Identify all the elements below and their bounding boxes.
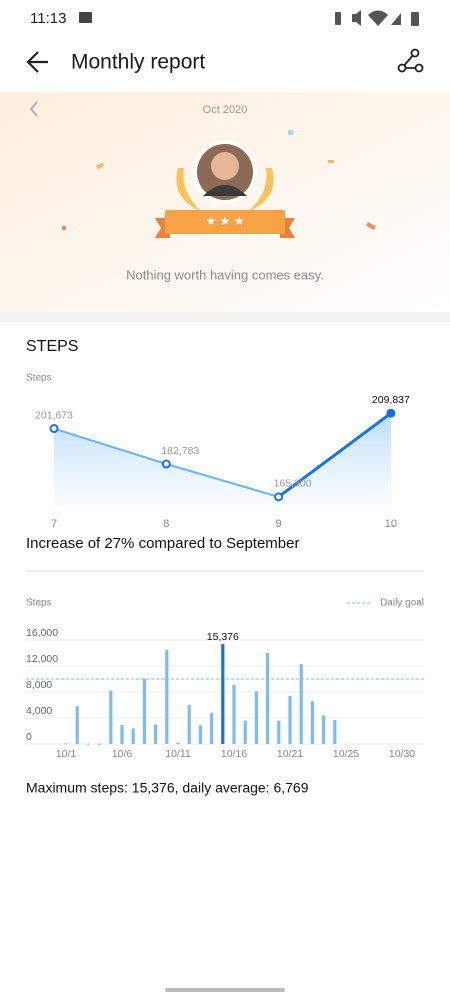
- share-button[interactable]: [397, 48, 424, 73]
- banner-quote: Nothing worth having comes easy.: [126, 267, 324, 282]
- x-tick-label: 7: [51, 518, 57, 530]
- bar: [131, 728, 135, 744]
- bar: [266, 653, 270, 744]
- x-tick-label: 9: [276, 518, 282, 530]
- award-badge: ★ ★ ★: [155, 140, 295, 238]
- value-label: 182,783: [161, 445, 199, 457]
- x-tick-label: 10/16: [221, 748, 247, 760]
- status-icons: [335, 10, 419, 26]
- bar: [165, 649, 169, 744]
- bar: [176, 742, 180, 744]
- bar: [86, 743, 90, 745]
- bar: [187, 705, 191, 744]
- y-axis-label: Steps: [26, 598, 52, 609]
- bar: [243, 720, 247, 744]
- section-divider: [0, 312, 450, 322]
- y-tick-label: 12,000: [26, 653, 58, 665]
- x-tick-label: 10/25: [333, 748, 359, 760]
- bar: [142, 679, 146, 744]
- bar: [299, 664, 303, 744]
- status-time: 11:13: [30, 10, 66, 27]
- banner-month: Oct 2020: [203, 104, 248, 116]
- page-title: Monthly report: [71, 51, 205, 74]
- x-tick-label: 10/6: [112, 748, 133, 760]
- section-heading: STEPS: [26, 338, 78, 355]
- bar: [310, 701, 314, 744]
- y-tick-label: 8,000: [26, 679, 52, 691]
- y-axis-label: Steps: [26, 373, 52, 384]
- bar: [98, 743, 102, 745]
- home-indicator[interactable]: [165, 988, 285, 992]
- back-button[interactable]: [26, 51, 48, 73]
- confetti: [62, 130, 376, 230]
- bar: [254, 691, 258, 744]
- signal-icon: [391, 13, 401, 25]
- bar: [221, 644, 225, 744]
- y-tick-label: 16,000: [26, 627, 58, 639]
- mute-icon: [352, 10, 361, 26]
- bar: [210, 712, 214, 744]
- bar: [154, 724, 158, 744]
- value-label: 201,673: [35, 409, 73, 421]
- bar: [277, 720, 281, 744]
- previous-month[interactable]: [29, 101, 38, 117]
- bar: [120, 725, 124, 744]
- x-tick-label: 10/30: [389, 748, 415, 760]
- value-label: 209,837: [372, 394, 410, 406]
- bluetooth-icon: [335, 12, 341, 25]
- bar: [64, 743, 68, 745]
- point: [49, 424, 59, 434]
- x-tick-label: 10/21: [277, 748, 303, 760]
- value-label: 15,376: [207, 631, 239, 643]
- point: [386, 408, 396, 418]
- bar: [322, 715, 326, 744]
- x-tick-label: 8: [163, 518, 169, 530]
- x-tick-label: 10/1: [56, 748, 77, 760]
- point: [274, 492, 284, 502]
- bar: [109, 690, 113, 744]
- svg-text:★ ★ ★: ★ ★ ★: [206, 214, 245, 228]
- x-tick-label: 10/11: [165, 748, 191, 760]
- y-tick-label: 4,000: [26, 705, 52, 717]
- legend-label: Daily goal: [380, 598, 424, 609]
- bar: [333, 719, 337, 744]
- point: [161, 459, 171, 469]
- bar: [75, 706, 79, 744]
- chart-caption: Increase of 27% compared to September: [26, 535, 300, 552]
- battery-icon: [411, 12, 419, 26]
- area: [54, 413, 391, 507]
- y-tick-label: 0: [26, 731, 32, 743]
- value-label: 165,300: [274, 478, 312, 490]
- bar: [232, 684, 236, 744]
- wifi-icon: [368, 10, 388, 26]
- chart-caption: Maximum steps: 15,376, daily average: 6,…: [26, 780, 309, 796]
- bar: [198, 725, 202, 744]
- bar: [288, 695, 292, 744]
- gallery-icon: [79, 12, 92, 23]
- x-tick-label: 10: [385, 518, 397, 530]
- line: [277, 411, 392, 499]
